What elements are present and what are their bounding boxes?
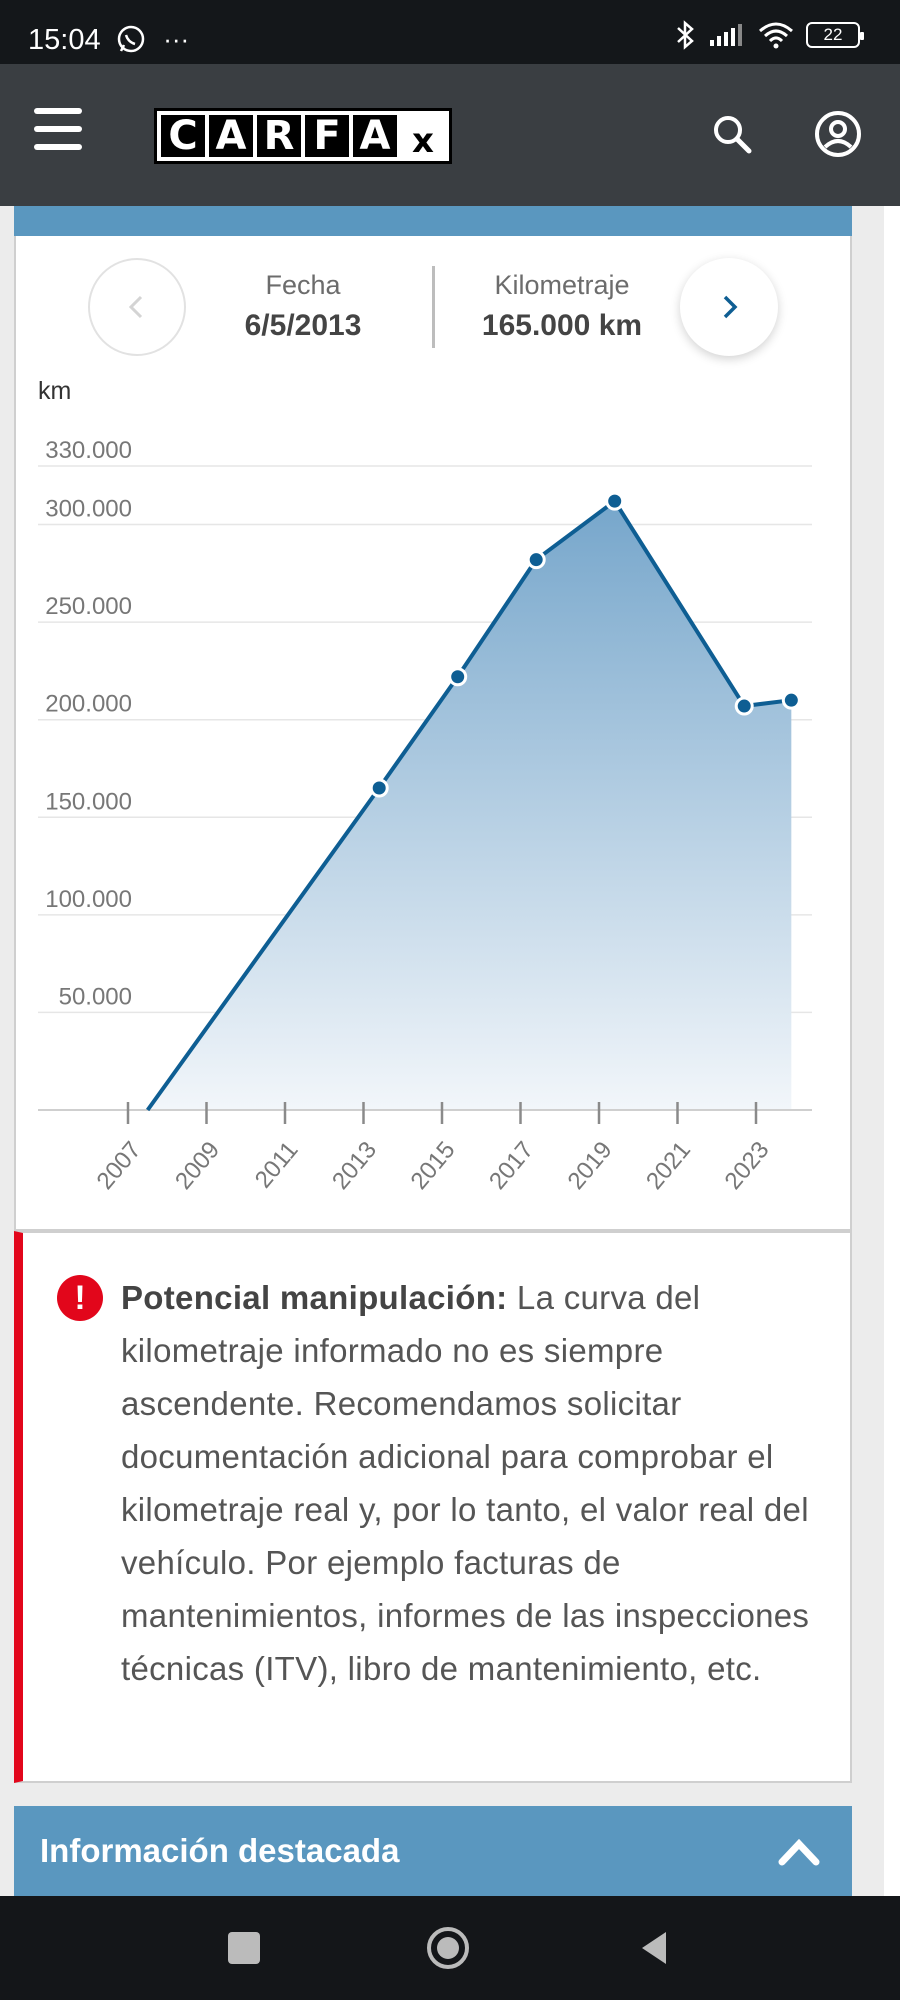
scroll-gutter [884,206,900,1896]
y-tick-label: 200.000 [45,691,132,718]
chevron-right-icon [723,295,738,319]
back-triangle-icon[interactable] [628,1922,680,1974]
home-circle-icon[interactable] [422,1922,474,1974]
notification-icons: ··· [116,22,189,55]
y-tick-label: 250.000 [45,593,132,620]
data-point [734,696,754,716]
x-tick-label: 2017 [484,1137,539,1195]
y-tick-label: 50.000 [59,983,132,1010]
warning-title: Potencial manipulación: [121,1279,508,1316]
square-icon[interactable] [218,1922,270,1974]
system-icons: 22 [674,20,864,50]
info-divider [432,266,435,348]
data-point [781,690,801,710]
x-tick-label: 2007 [92,1137,147,1195]
more-dots-icon: ··· [163,23,190,54]
card-top-bar [14,206,852,236]
next-record-button[interactable] [680,258,778,356]
bluetooth-icon [677,20,694,50]
y-tick-label: 150.000 [45,788,132,815]
y-axis-label: km [38,377,71,405]
chevron-up-icon [778,1838,820,1866]
x-tick-label: 2009 [170,1137,225,1195]
data-point [605,491,625,511]
previous-record-button[interactable] [88,258,186,356]
y-tick-label: 300.000 [45,496,132,523]
wifi-icon [759,22,793,49]
x-tick-label: 2021 [641,1137,696,1195]
status-bar: 15:04 ··· 22 [0,0,900,64]
x-tick-label: 2023 [720,1137,775,1195]
x-tick-label: 2015 [406,1137,461,1195]
warning-body: La curva del kilometraje informado no es… [121,1279,810,1687]
x-tick-label: 2019 [563,1137,618,1195]
data-point [526,550,546,570]
mileage-label: Kilometraje [494,270,630,300]
status-time: 15:04 [28,24,101,56]
section-title: Información destacada [40,1832,400,1869]
whatsapp-icon [117,25,145,53]
search-icon[interactable] [706,108,758,160]
account-icon[interactable] [812,108,864,160]
area-fill [147,501,792,1110]
menu-icon[interactable] [34,108,82,156]
data-point [448,667,468,687]
date-value: 6/5/2013 [244,309,362,342]
mileage-info: Kilometraje 165.000 km [456,270,668,343]
x-tick-label: 2013 [327,1137,382,1195]
x-tick-label: 2011 [250,1137,304,1194]
system-nav-bar [0,1896,900,2000]
y-tick-label: 100.000 [45,886,132,913]
chevron-left-icon [128,295,143,319]
signal-icon [710,24,742,46]
y-tick-label: 330.000 [45,437,132,464]
highlighted-info-toggle[interactable]: Información destacada [14,1806,852,1896]
mileage-chart: km 50.000 100.000 150.000 200.000 250.000 300.… [38,377,812,1195]
mileage-value: 165.000 km [481,309,643,342]
date-label: Fecha [265,270,341,300]
battery-icon: 22 [806,22,864,48]
exclamation-icon: ! [57,1275,103,1321]
date-info: Fecha 6/5/2013 [200,270,406,343]
data-point [369,778,389,798]
manipulation-warning: ! Potencial manipulación: La curva del k… [14,1231,852,1783]
warning-text: Potencial manipulación: La curva del kil… [121,1271,841,1695]
